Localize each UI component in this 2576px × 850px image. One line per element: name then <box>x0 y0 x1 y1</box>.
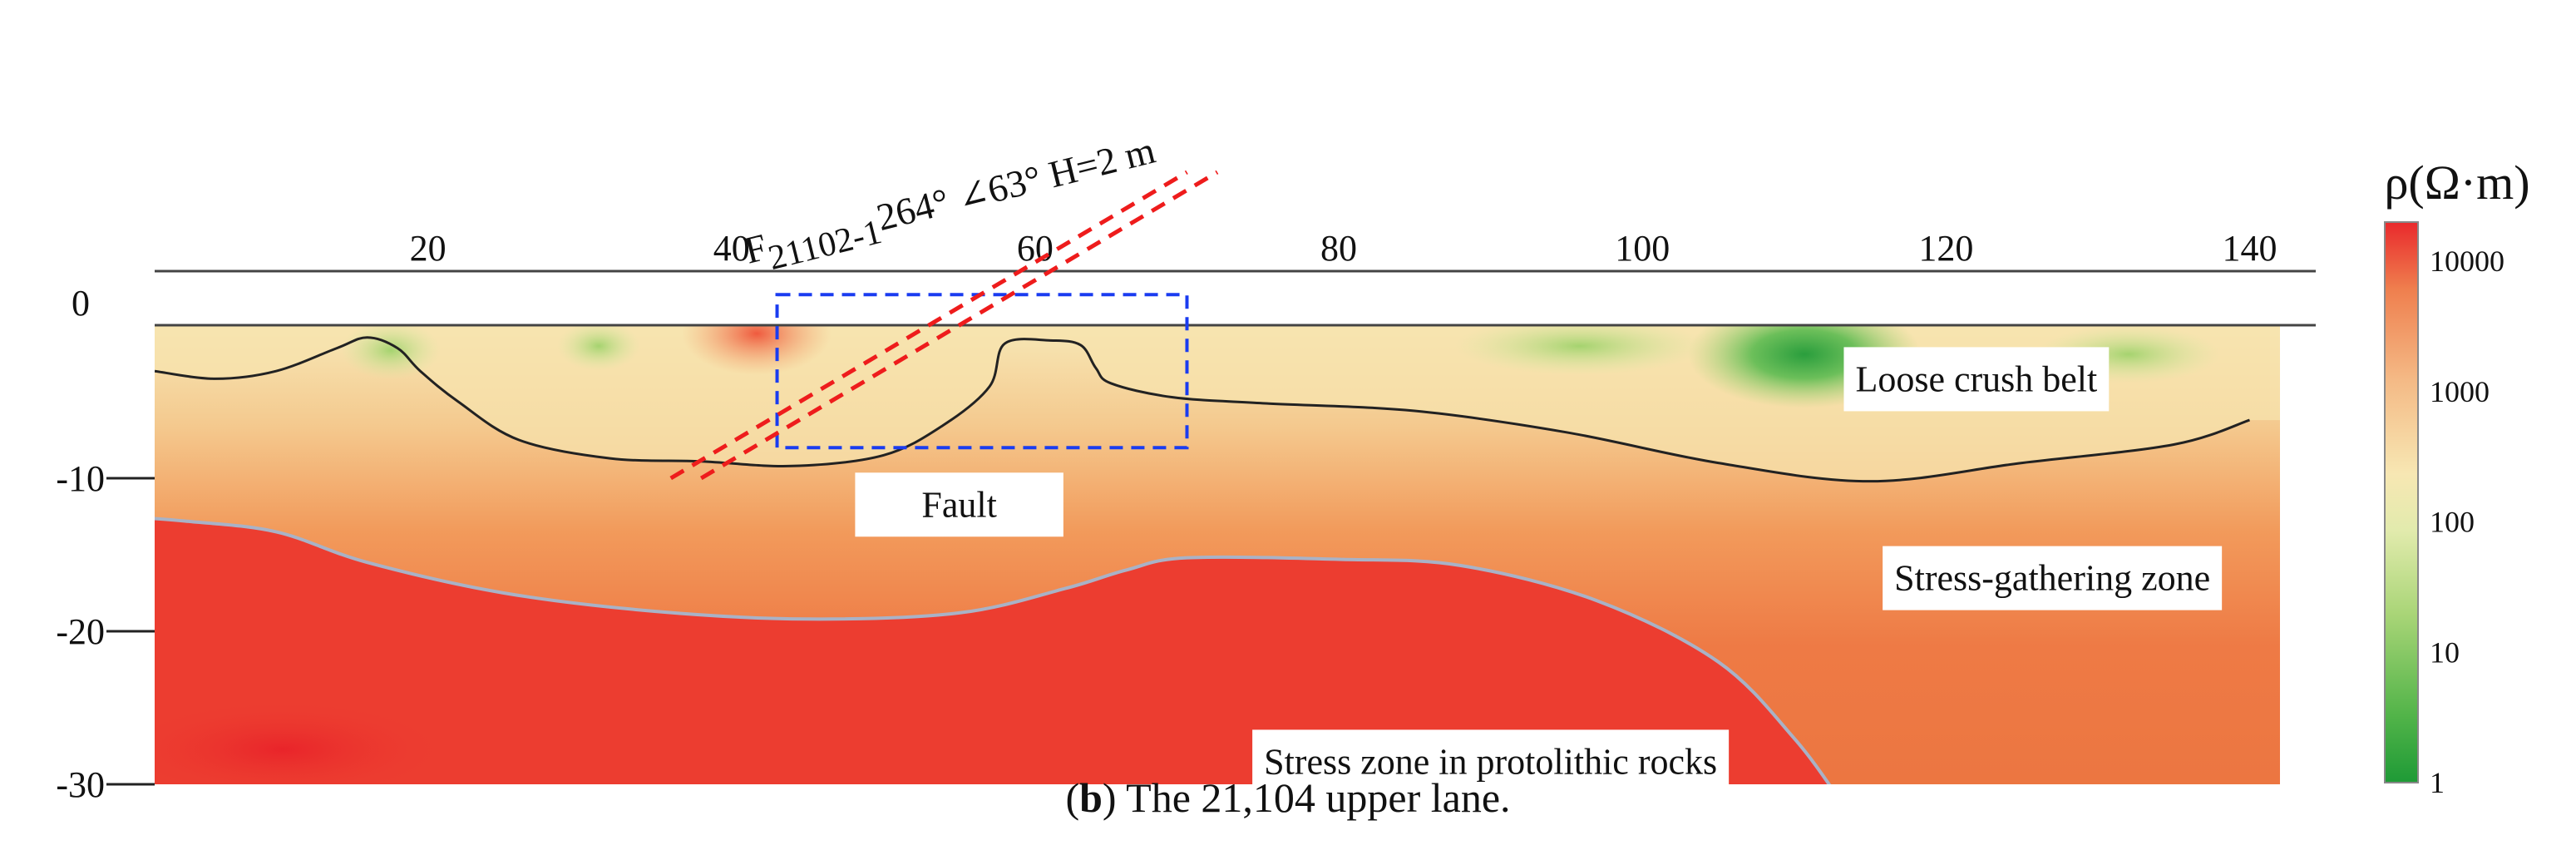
x-tick-label: 20 <box>410 228 447 269</box>
zone-label-text: Stress-gathering zone <box>1894 558 2210 599</box>
low-resistivity-anomaly-1 <box>341 325 441 379</box>
colorbar-tick-label: 10 <box>2430 635 2460 669</box>
y-tick-label: -30 <box>56 764 105 805</box>
fault-annotation: F21102-1264° ∠63° H=2 m <box>740 129 1162 284</box>
zone-label-text: Stress zone in protolithic rocks <box>1264 741 1717 782</box>
zone-label: Stress zone in protolithic rocks <box>1252 729 1730 794</box>
y-axis-ticks: 0 -10 -20 -30 <box>56 283 155 805</box>
loose-crush-belt-boundary <box>155 336 2250 483</box>
zone-label: Stress-gathering zone <box>1883 546 2223 610</box>
x-tick-label: 100 <box>1615 228 1670 269</box>
y-tick-label: -20 <box>56 611 105 652</box>
colorbar-tick-label: 1 <box>2430 766 2445 799</box>
high-resistivity-anomaly-deep <box>155 699 449 784</box>
zone-label-text: Loose crush belt <box>1855 358 2097 399</box>
fault-label-rest: 264° ∠63° H=2 m <box>872 129 1159 239</box>
zone-label-box <box>1843 347 2110 412</box>
zone-label-box <box>855 472 1063 537</box>
colorbar-tick-labels: 1 10 100 1000 10000 <box>2430 245 2504 799</box>
high-resistivity-anomaly-fault <box>682 325 832 375</box>
stress-zone-fill <box>155 518 1829 784</box>
x-tick-label: 60 <box>1017 228 1054 269</box>
fault-label-sub: 21102-1 <box>765 213 886 278</box>
zone-label-box <box>1883 546 2223 610</box>
colorbar-tick-label: 10000 <box>2430 245 2504 278</box>
stress-zone-boundary <box>155 516 1832 784</box>
x-tick-label: 120 <box>1918 228 1973 269</box>
x-tick-label: 40 <box>713 228 750 269</box>
caption-text: ) The 21,104 upper lane. <box>1102 774 1511 821</box>
colorbar-title: ρ(Ω·m) <box>2384 156 2529 210</box>
zone-label-text: Fault <box>921 484 996 525</box>
fault-line <box>699 170 1219 481</box>
colorbar-tick-label: 100 <box>2430 506 2475 539</box>
figure-caption: (b) The 21,104 upper lane. <box>1065 774 1511 821</box>
colorbar-tick-label: 1000 <box>2430 375 2490 408</box>
colorbar-ramp <box>2384 221 2419 783</box>
low-resistivity-anomaly-3 <box>1455 325 1705 375</box>
x-tick-label: 140 <box>2222 228 2277 269</box>
y-tick-label: 0 <box>72 283 90 324</box>
x-tick-labels: 20 40 60 80 100 120 140 <box>410 228 2277 269</box>
zone-labels: Loose crush belt Fault Stress-gathering zo… <box>855 347 2223 794</box>
axes: 20 40 60 80 100 120 140 0 -10 -20 -30 <box>56 228 2316 805</box>
y-tick-label: -10 <box>56 458 105 499</box>
x-tick-label: 80 <box>1320 228 1357 269</box>
zone-label: Loose crush belt <box>1843 347 2110 412</box>
colorbar: ρ(Ω·m) 1 10 100 1000 10000 <box>2384 156 2530 799</box>
caption-letter: b <box>1079 774 1103 821</box>
fault-line <box>669 170 1188 481</box>
zone-label-box <box>1252 729 1730 794</box>
zone-label: Fault <box>855 472 1063 537</box>
fault-lines <box>669 170 1219 481</box>
low-resistivity-anomaly-2 <box>557 325 640 371</box>
